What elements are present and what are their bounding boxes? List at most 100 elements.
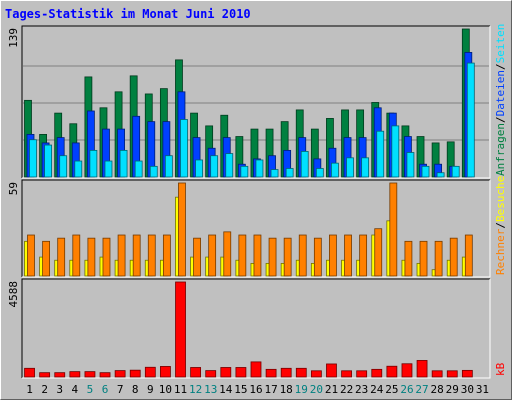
bar-traffic-kb-day-20 xyxy=(310,370,322,378)
panel-visits: 59 Rechner/Besuche xyxy=(7,176,507,278)
y-axis-max-label: 4588 xyxy=(7,281,20,308)
bar-traffic-kb-day-3 xyxy=(54,372,66,378)
bar-visits-rechner-day-12 xyxy=(193,237,201,277)
bar-traffic-kb-day-11 xyxy=(175,281,186,378)
bar-visits-rechner-day-9 xyxy=(147,234,156,277)
bar-visits-rechner-day-28 xyxy=(434,240,443,277)
series-label-dateien: Dateien xyxy=(494,70,507,116)
x-tick-label-day-22: 22 xyxy=(340,383,353,396)
x-tick-label-day-14: 14 xyxy=(219,383,233,396)
panel-border-dark xyxy=(21,278,490,378)
bar-traffic-kb-day-24 xyxy=(371,368,383,378)
bar-visits-rechner-day-6 xyxy=(102,237,111,277)
x-tick-label-day-19: 19 xyxy=(295,383,308,396)
bar-visits-rechner-day-8 xyxy=(132,234,141,277)
bar-requests-seiten-day-2 xyxy=(44,144,52,178)
x-tick-label-day-1: 1 xyxy=(26,383,33,396)
panel-border-dark xyxy=(21,179,490,277)
panel-border-dark xyxy=(21,25,490,178)
chart-panels: 139Anfragen/Dateien/Seiten59Rechner/Besu… xyxy=(7,24,507,379)
bar-traffic-kb-day-9 xyxy=(144,366,156,378)
x-tick-label-day-7: 7 xyxy=(117,383,124,396)
bar-visits-rechner-day-29 xyxy=(449,237,458,277)
bar-requests-seiten-day-24 xyxy=(376,130,385,178)
bar-requests-seiten-day-23 xyxy=(361,157,370,178)
panel-series-label: Rechner/Besuche xyxy=(494,176,507,275)
bar-visits-rechner-day-4 xyxy=(72,234,81,277)
bar-traffic-kb-day-18 xyxy=(280,367,292,378)
bar-visits-rechner-day-15 xyxy=(238,234,247,277)
bar-requests-seiten-day-4 xyxy=(74,160,83,178)
series-label-separator: / xyxy=(494,116,507,123)
bar-visits-rechner-day-16 xyxy=(253,234,262,277)
bar-requests-seiten-day-26 xyxy=(406,152,415,178)
bar-visits-rechner-day-19 xyxy=(298,234,307,277)
bar-requests-seiten-day-16 xyxy=(255,159,264,178)
chart-title: Tages-Statistik im Monat Juni 2010 xyxy=(5,7,251,21)
x-tick-label-day-18: 18 xyxy=(280,383,293,396)
bar-requests-seiten-day-9 xyxy=(149,165,158,178)
x-tick-label-day-2: 2 xyxy=(41,383,48,396)
bar-visits-rechner-day-14 xyxy=(223,231,232,277)
bar-traffic-kb-day-23 xyxy=(356,370,368,378)
bar-traffic-kb-day-27 xyxy=(416,360,428,378)
bar-traffic-kb-day-16 xyxy=(250,361,262,378)
bar-requests-seiten-day-6 xyxy=(104,160,113,178)
bar-visits-rechner-day-27 xyxy=(419,240,428,277)
bar-requests-seiten-day-20 xyxy=(315,168,324,178)
bar-visits-rechner-day-1 xyxy=(27,234,35,277)
x-tick-label-day-10: 10 xyxy=(159,383,172,396)
x-tick-label-day-6: 6 xyxy=(102,383,109,396)
series-label-seiten: Seiten xyxy=(494,24,507,64)
panel-border-light xyxy=(22,180,491,278)
x-tick-label-day-15: 15 xyxy=(234,383,247,396)
bar-visits-rechner-day-3 xyxy=(57,237,66,277)
bar-requests-seiten-day-3 xyxy=(59,155,68,178)
bar-traffic-kb-day-10 xyxy=(160,366,171,378)
bar-visits-rechner-day-25 xyxy=(389,182,398,277)
bar-traffic-kb-day-12 xyxy=(190,367,202,378)
bar-requests-seiten-day-22 xyxy=(346,157,354,178)
bar-traffic-kb-day-14 xyxy=(220,367,232,378)
bar-requests-seiten-day-28 xyxy=(436,172,445,178)
bar-traffic-kb-day-26 xyxy=(401,363,413,378)
bar-visits-rechner-day-21 xyxy=(329,234,337,277)
bar-requests-seiten-day-25 xyxy=(391,125,400,178)
bar-requests-seiten-day-21 xyxy=(331,162,339,178)
bar-requests-seiten-day-30 xyxy=(466,62,475,178)
x-tick-label-day-24: 24 xyxy=(370,383,384,396)
bar-visits-rechner-day-10 xyxy=(162,234,171,277)
bar-visits-rechner-day-13 xyxy=(208,234,217,277)
x-tick-label-day-12: 12 xyxy=(189,383,202,396)
bar-traffic-kb-day-30 xyxy=(461,369,473,378)
panel-series-label: Anfragen/Dateien/Seiten xyxy=(494,24,507,176)
x-tick-label-day-30: 30 xyxy=(461,383,474,396)
series-label-separator: / xyxy=(494,222,507,229)
panel-series-label: kB xyxy=(494,362,507,376)
bar-requests-seiten-day-10 xyxy=(164,155,173,178)
x-tick-label-day-11: 11 xyxy=(174,383,187,396)
bar-traffic-kb-day-19 xyxy=(295,367,307,378)
bar-traffic-kb-day-6 xyxy=(99,372,111,378)
x-tick-label-day-29: 29 xyxy=(446,383,459,396)
bar-requests-seiten-day-17 xyxy=(270,169,279,178)
bar-requests-seiten-day-29 xyxy=(451,165,460,178)
panel-traffic: 4588 kB xyxy=(7,278,507,379)
bar-traffic-kb-day-8 xyxy=(129,369,141,378)
series-label-anfragen: Anfragen xyxy=(494,123,507,176)
bar-visits-rechner-day-23 xyxy=(359,234,368,277)
x-tick-label-day-4: 4 xyxy=(72,383,79,396)
bar-traffic-kb-day-13 xyxy=(205,370,217,378)
series-label-kb: kB xyxy=(494,362,507,376)
y-axis-max-label: 59 xyxy=(7,182,20,195)
bar-requests-seiten-day-12 xyxy=(195,159,203,178)
bar-requests-seiten-day-14 xyxy=(225,153,234,178)
bar-traffic-kb-day-22 xyxy=(341,370,352,378)
bar-visits-rechner-day-26 xyxy=(404,240,413,277)
bar-requests-seiten-day-8 xyxy=(134,160,143,178)
bar-visits-rechner-day-20 xyxy=(313,237,322,277)
panel-border-light xyxy=(22,26,491,179)
